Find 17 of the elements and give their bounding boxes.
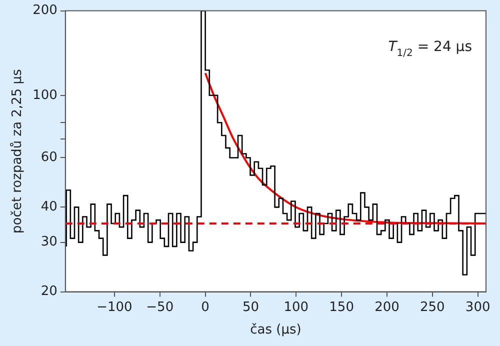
y-tick-label: 200 xyxy=(32,3,58,18)
y-tick-label: 20 xyxy=(40,284,58,300)
x-tick-label: 200 xyxy=(374,300,400,315)
y-tick-label: 40 xyxy=(40,200,58,215)
x-tick-label: 150 xyxy=(329,300,354,315)
y-tick-label: 100 xyxy=(32,88,58,103)
y-tick-label: 60 xyxy=(40,150,58,166)
x-tick-label: −50 xyxy=(146,300,174,315)
x-tick-label: 300 xyxy=(465,300,490,315)
x-tick-label: 100 xyxy=(284,300,309,315)
x-tick-label: 50 xyxy=(242,300,259,315)
x-tick-label: 250 xyxy=(420,300,445,315)
x-tick-label: 0 xyxy=(201,300,210,315)
x-axis-title: čas (µs) xyxy=(250,322,302,338)
y-axis-title: počet rozpadů za 2,25 µs xyxy=(9,68,26,234)
x-tick-label: −100 xyxy=(96,300,132,315)
y-tick-label: 30 xyxy=(40,234,58,250)
